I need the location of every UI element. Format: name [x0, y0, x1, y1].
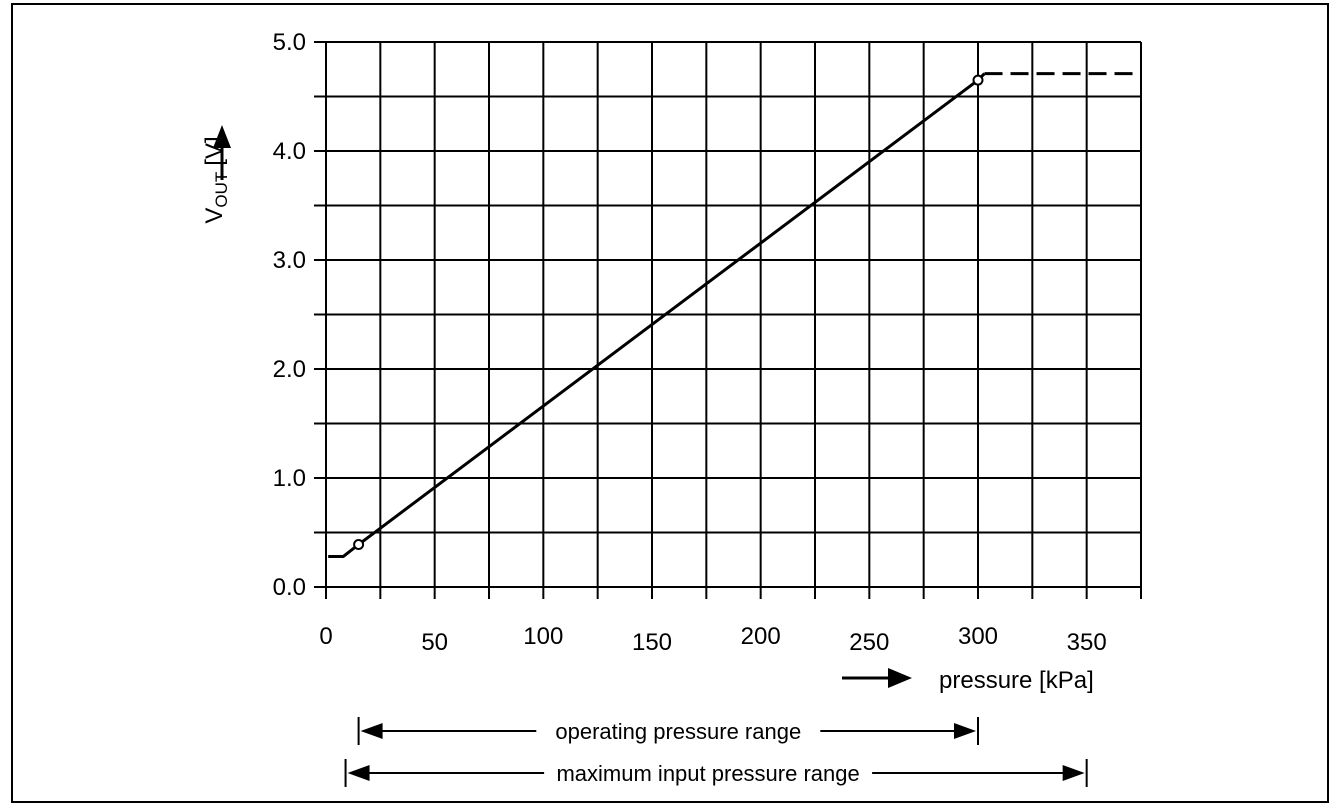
arrow-left-icon — [360, 723, 383, 739]
x-tick-label: 150 — [632, 629, 672, 656]
y-tick-label: 2.0 — [273, 356, 306, 383]
range-annotation: maximum input pressure range — [344, 759, 1088, 787]
y-axis-arrow-icon — [213, 125, 231, 180]
y-tick-label: 0.0 — [273, 574, 306, 601]
tick-labels: 0 50 100 150 200 250 300 350 0.0 1.0 2.0 3.0 4.0 5.0 — [273, 29, 1107, 656]
y-axis-label-sub: OUT — [212, 172, 231, 208]
arrow-right-icon — [1062, 765, 1085, 781]
range-label: operating pressure range — [555, 719, 801, 744]
data-marker — [972, 74, 984, 86]
x-tick-label: 350 — [1067, 629, 1107, 656]
y-axis-label: VOUT[V] — [201, 136, 231, 223]
data-marker — [353, 538, 365, 550]
y-tick-label: 1.0 — [273, 465, 306, 492]
pressure-ranges: operating pressure range maximum input pr… — [344, 717, 1088, 787]
x-tick-label: 250 — [849, 629, 889, 656]
x-tick-label: 200 — [741, 623, 781, 650]
y-tick-label: 5.0 — [273, 29, 306, 56]
x-axis-arrow-icon — [842, 668, 912, 688]
y-axis-label-main: V — [201, 208, 228, 224]
range-annotation: operating pressure range — [357, 717, 979, 745]
range-label: maximum input pressure range — [556, 761, 859, 786]
svg-text:VOUT[V]: VOUT[V] — [201, 136, 231, 223]
x-tick-label: 300 — [958, 623, 998, 650]
arrow-right-icon — [954, 723, 976, 739]
y-tick-label: 3.0 — [273, 247, 306, 274]
x-tick-label: 50 — [421, 629, 448, 656]
x-tick-label: 0 — [319, 623, 332, 650]
grid — [314, 41, 1142, 599]
arrow-left-icon — [347, 765, 370, 781]
series-group — [328, 72, 1141, 558]
x-axis-label: pressure [kPa] — [939, 667, 1094, 694]
y-tick-label: 4.0 — [273, 138, 306, 165]
x-tick-label: 100 — [523, 623, 563, 650]
